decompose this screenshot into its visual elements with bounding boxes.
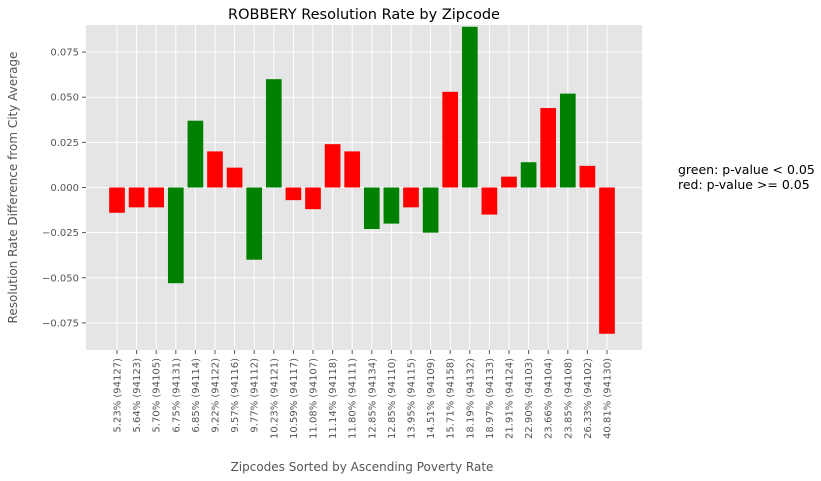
y-axis-label: Resolution Rate Difference from City Ave… — [6, 52, 20, 324]
x-tick-label: 26.33% (94102) — [583, 358, 594, 439]
bar — [226, 167, 243, 188]
x-tick-label: 5.70% (94105) — [152, 358, 163, 433]
x-tick-label: 9.57% (94116) — [230, 358, 241, 433]
x-tick-label: 15.71% (94158) — [446, 358, 457, 439]
bar — [207, 151, 223, 188]
x-tick-label: 18.97% (94133) — [485, 358, 496, 439]
x-tick-label: 12.85% (94134) — [367, 358, 378, 439]
bar — [305, 187, 321, 210]
bar — [167, 187, 184, 284]
x-axis-ticks: 5.23% (94127) 5.64% (94123) 5.70% (94105) 6… — [113, 350, 614, 439]
y-tick-label: 0.025 — [50, 138, 79, 149]
bar — [265, 79, 282, 188]
bar — [481, 187, 498, 215]
y-tick-label: 0.075 — [50, 48, 79, 59]
x-tick-label: 5.23% (94127) — [113, 358, 124, 433]
y-tick-label: −0.025 — [42, 228, 79, 239]
bar — [599, 187, 615, 334]
x-tick-label: 40.81% (94130) — [603, 358, 614, 439]
legend-red-note: red: p-value >= 0.05 — [678, 177, 810, 192]
x-tick-label: 6.85% (94114) — [191, 358, 202, 433]
x-tick-label: 12.85% (94110) — [387, 358, 398, 439]
bars — [109, 26, 615, 334]
x-tick-label: 11.14% (94118) — [328, 358, 339, 439]
bar — [383, 187, 400, 224]
bar — [579, 165, 596, 188]
bar — [540, 108, 557, 188]
bar — [363, 187, 380, 230]
x-tick-label: 13.95% (94115) — [407, 358, 418, 439]
x-tick-label: 10.59% (94117) — [289, 358, 300, 439]
x-tick-label: 14.51% (94109) — [426, 358, 437, 439]
x-tick-label: 22.90% (94103) — [524, 358, 535, 439]
bar — [461, 26, 478, 188]
bar — [559, 93, 576, 188]
x-tick-label: 11.08% (94107) — [309, 358, 320, 439]
x-tick-label: 23.66% (94104) — [544, 358, 555, 439]
x-tick-label: 9.77% (94112) — [250, 358, 261, 433]
bar — [148, 187, 165, 208]
bar — [324, 144, 341, 188]
x-tick-label: 11.80% (94111) — [348, 358, 359, 439]
bar — [442, 91, 459, 188]
x-axis-label: Zipcodes Sorted by Ascending Poverty Rat… — [231, 460, 494, 474]
x-tick-label: 6.75% (94131) — [171, 358, 182, 433]
bar — [109, 187, 125, 213]
bar — [128, 187, 145, 208]
y-axis-ticks: −0.075 −0.050 −0.025 0.000 0.025 0.050 0.075 — [42, 48, 86, 329]
x-tick-label: 10.23% (94121) — [269, 358, 280, 439]
bar — [187, 120, 204, 188]
y-tick-label: −0.075 — [42, 318, 79, 329]
x-tick-label: 5.64% (94123) — [132, 358, 143, 433]
legend-green-note: green: p-value < 0.05 — [678, 162, 815, 177]
y-tick-label: 0.000 — [50, 183, 79, 194]
x-tick-label: 18.19% (94132) — [465, 358, 476, 439]
bar — [422, 187, 439, 233]
bar — [403, 187, 419, 208]
bar — [501, 176, 517, 188]
bar — [344, 151, 361, 188]
bar — [246, 187, 263, 260]
bar — [285, 187, 302, 201]
bar — [520, 162, 537, 188]
y-tick-label: 0.050 — [50, 93, 79, 104]
chart-title: ROBBERY Resolution Rate by Zipcode — [228, 7, 500, 23]
x-tick-label: 9.22% (94122) — [211, 358, 222, 433]
x-tick-label: 21.91% (94124) — [505, 358, 516, 439]
y-tick-label: −0.050 — [42, 273, 79, 284]
x-tick-label: 23.85% (94108) — [563, 358, 574, 439]
